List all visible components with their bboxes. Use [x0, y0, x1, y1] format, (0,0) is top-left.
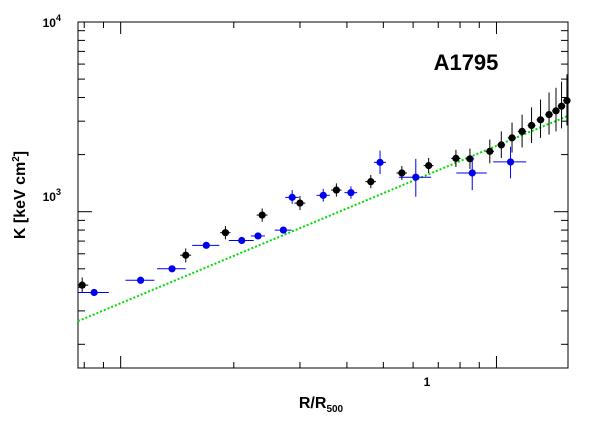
data-point-blue [238, 236, 246, 245]
data-point-blue [319, 191, 327, 199]
data-point-blue [254, 232, 262, 240]
data-point-blue [347, 189, 355, 197]
y-tick-label-10e4: 104 [43, 13, 61, 30]
y-axis-title: K [keV cm2] [11, 151, 29, 239]
data-point-black [563, 97, 571, 105]
data-point-black [78, 281, 86, 289]
series-black [78, 74, 571, 293]
data-point-blue [279, 226, 287, 234]
series-blue [78, 146, 527, 297]
model-line-path [77, 114, 569, 323]
data-point-black [425, 161, 433, 170]
data-point-blue [468, 169, 476, 177]
y-tick-label-10e3: 103 [43, 187, 61, 204]
x-axis-title: R/R500 [299, 395, 344, 415]
data-point-blue [376, 158, 384, 166]
axis-ticks [78, 21, 568, 368]
x-tick-label-1: 1 [424, 375, 431, 389]
data-points [78, 74, 571, 297]
model-line [77, 114, 569, 323]
data-point-black [258, 211, 266, 219]
data-point-blue [288, 193, 296, 201]
data-point-black [221, 229, 230, 237]
data-point-black [552, 107, 560, 115]
data-point-black [182, 251, 190, 259]
data-point-blue [90, 288, 98, 297]
data-point-black [452, 154, 460, 162]
data-point-black [508, 134, 516, 142]
data-point-black [536, 116, 545, 124]
data-point-black [545, 110, 553, 119]
data-point-black [527, 121, 536, 130]
data-point-blue [137, 276, 145, 284]
y-tick-labels: 104 103 [43, 13, 61, 204]
data-point-black [296, 199, 304, 207]
data-point-black [486, 147, 494, 155]
data-point-black [557, 102, 566, 110]
data-point-black [497, 141, 505, 149]
data-point-blue [202, 241, 210, 249]
data-point-blue [412, 173, 420, 181]
data-point-blue [168, 265, 176, 273]
data-point-black [518, 127, 526, 136]
chart-title: A1795 [434, 50, 499, 75]
data-point-black [398, 169, 406, 177]
data-point-black [332, 186, 340, 194]
data-point-black [367, 178, 375, 186]
plot-frame [77, 21, 569, 369]
data-point-blue [506, 158, 515, 166]
